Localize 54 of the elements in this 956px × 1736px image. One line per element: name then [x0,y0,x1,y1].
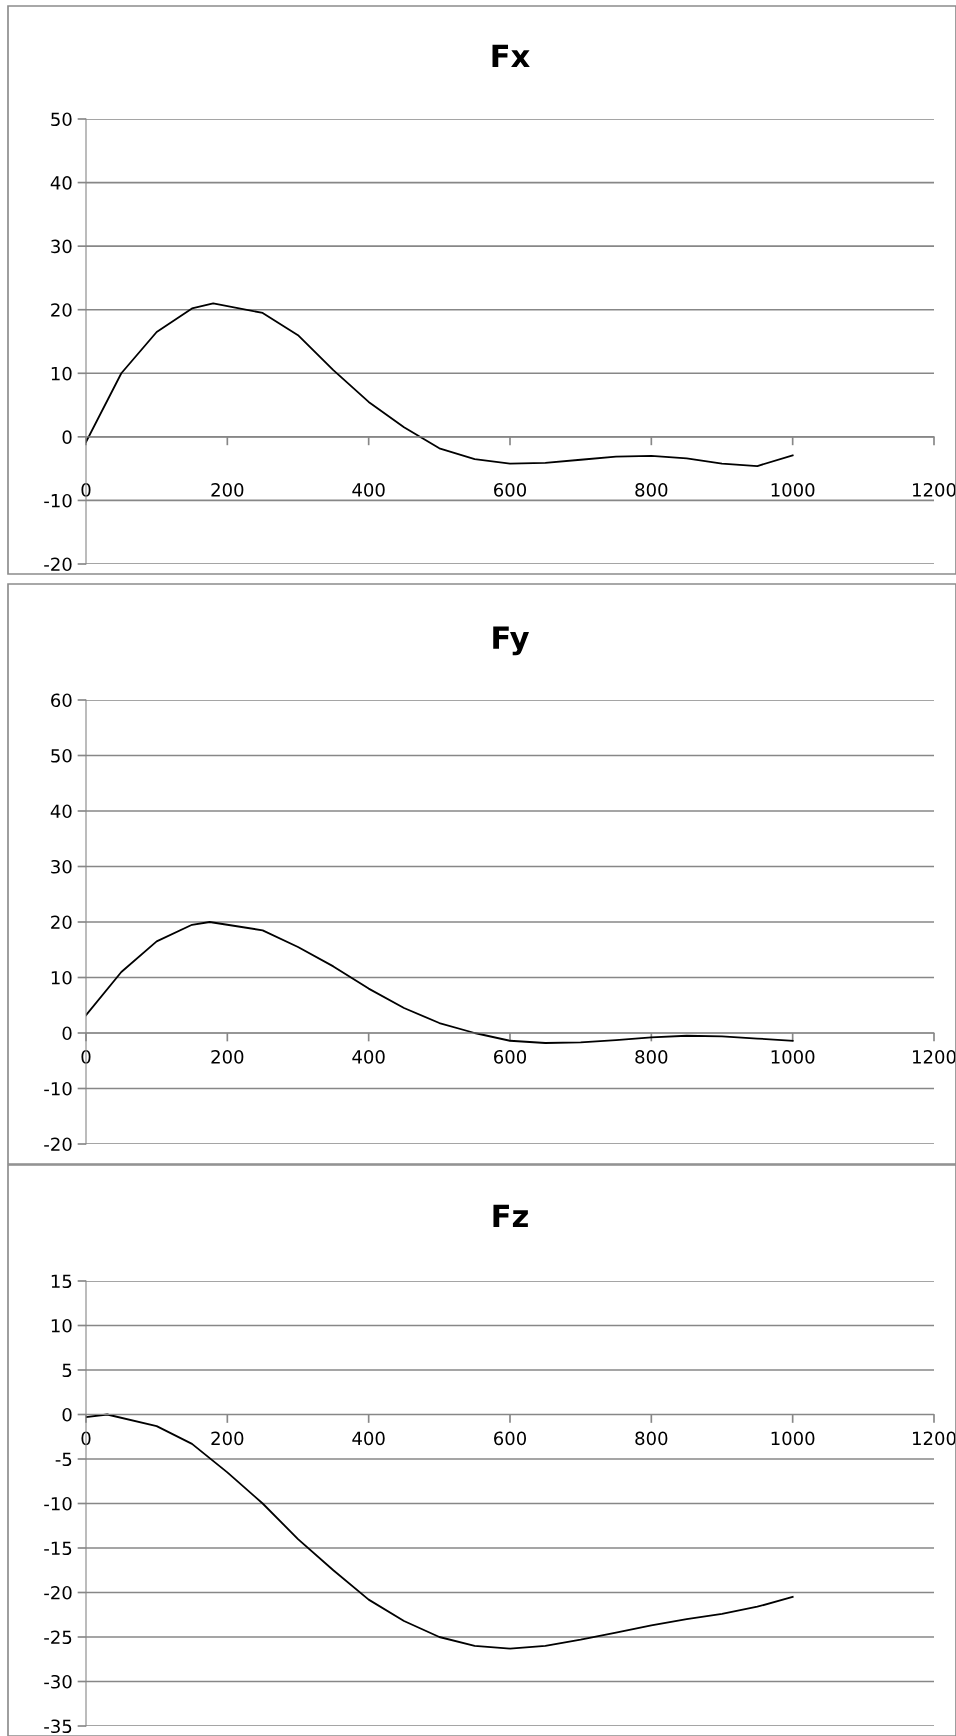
x-tick-label: 600 [494,483,527,497]
y-tick-label: -5 [55,1452,72,1467]
x-tick-label: 0 [81,1049,91,1064]
y-tick-label: 60 [51,693,72,708]
x-tick-label: 400 [352,1049,385,1064]
y-tick-label: -25 [44,1630,72,1645]
y-tick-label: 0 [62,1026,72,1041]
y-tick-label: -15 [44,1541,72,1556]
x-tick-label: 800 [635,1431,668,1446]
x-tick-label: 800 [635,483,668,497]
x-tick-label: 0 [81,483,91,497]
y-tick-label: -10 [44,1081,72,1096]
y-tick-label: -10 [44,1496,72,1511]
chart-title: Fx [492,44,530,67]
x-tick-label: 600 [494,1049,527,1064]
y-tick-label: 10 [51,366,72,381]
y-tick-label: 50 [51,748,72,763]
y-tick-label: -20 [44,1137,72,1152]
y-tick-label: 0 [62,430,72,444]
y-tick-label: 30 [51,859,72,874]
chart-title: Fy [493,626,529,656]
y-tick-label: -35 [44,1719,72,1734]
x-tick-label: 600 [494,1431,527,1446]
y-tick-label: 20 [51,303,72,317]
x-tick-label: 200 [211,1431,244,1446]
y-tick-label: -30 [44,1674,72,1689]
y-tick-label: 40 [50,804,72,819]
x-tick-label: 800 [635,1049,668,1064]
y-tick-label: 20 [51,915,72,930]
x-tick-label: 1200 [913,483,956,497]
x-tick-label: 200 [211,1049,244,1064]
y-tick-label: 10 [51,1318,72,1333]
x-tick-label: 1000 [771,483,815,497]
x-tick-label: 400 [352,1431,385,1446]
y-tick-label: 50 [51,112,72,127]
y-tick-label: 40 [50,176,72,190]
y-tick-label: -20 [44,1585,72,1600]
line-series [86,302,794,468]
x-tick-label: 1200 [913,1049,956,1064]
chart-title: Fz [493,1204,528,1227]
x-tick-label: 1200 [913,1431,956,1446]
y-tick-label: -20 [44,557,72,572]
y-tick-label: -10 [44,493,72,508]
line-series [86,921,794,1044]
y-tick-label: 30 [51,239,72,254]
y-tick-label: 10 [51,970,72,985]
y-tick-label: 15 [51,1274,72,1289]
x-tick-label: 200 [211,483,244,497]
x-tick-label: 400 [352,483,385,497]
x-tick-label: 1000 [771,1431,815,1446]
x-tick-label: 0 [81,1431,91,1446]
y-tick-label: 0 [62,1407,72,1422]
x-tick-label: 1000 [771,1049,815,1064]
y-tick-label: 5 [62,1363,72,1378]
